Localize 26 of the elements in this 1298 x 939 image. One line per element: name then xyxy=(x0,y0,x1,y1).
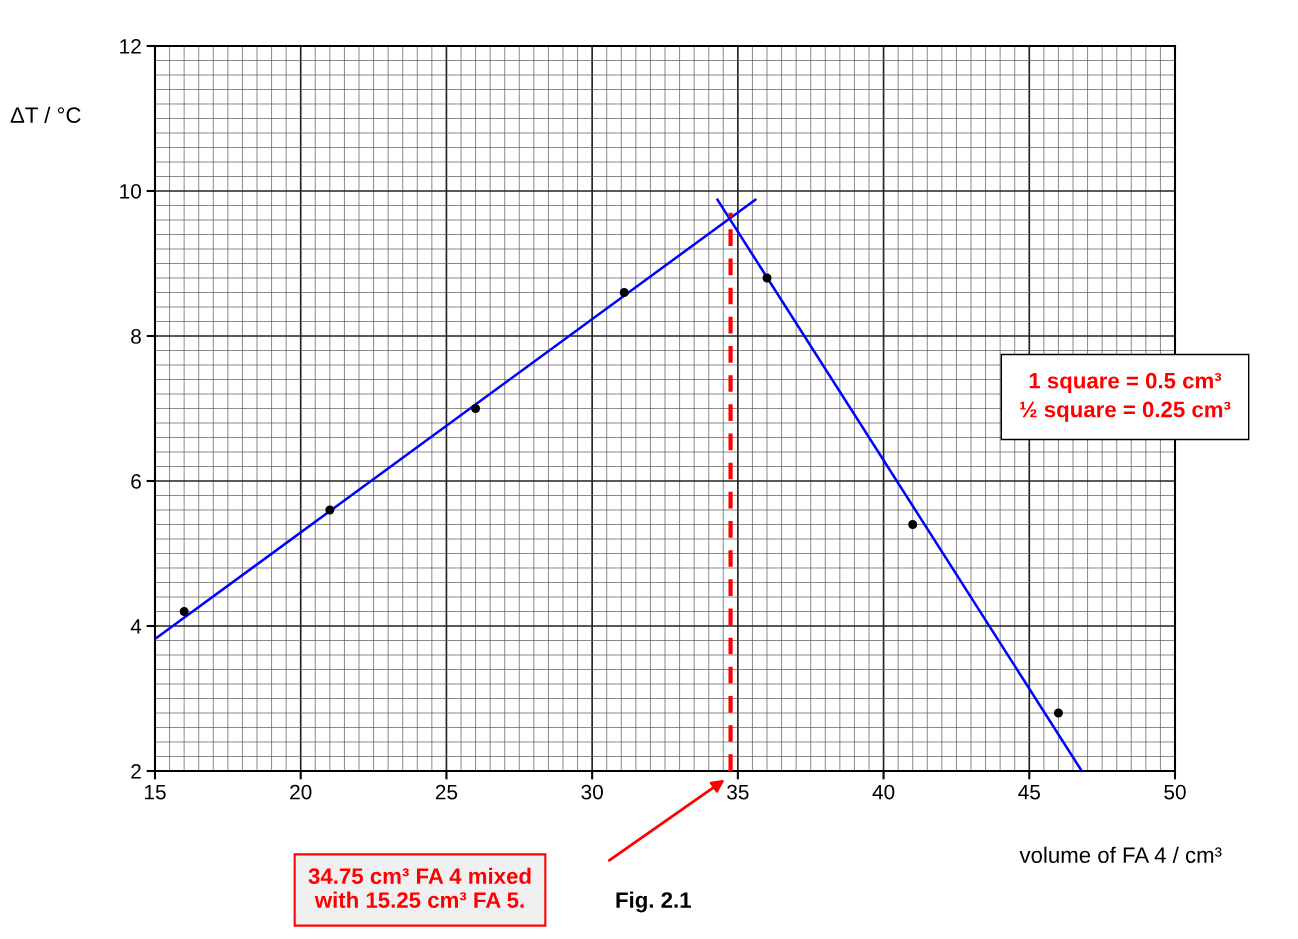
y-tick-label: 6 xyxy=(131,474,141,489)
y-tick-label: 10 xyxy=(120,184,141,199)
x-tick-label: 30 xyxy=(581,784,603,800)
point xyxy=(325,505,335,515)
x-tick-label: 35 xyxy=(727,784,749,800)
point xyxy=(619,288,629,297)
y-tick-label: 8 xyxy=(131,329,141,344)
x-tick-label: 45 xyxy=(1018,784,1040,800)
text: 34.75 cm³ FA 4 mixed with 15.25 cm³ FA 5. xyxy=(308,867,531,908)
x-tick-label: 40 xyxy=(872,784,895,800)
x-tick-label: 20 xyxy=(290,784,312,800)
x-tick-label: 25 xyxy=(435,784,458,800)
caption: Fig. 2.1 xyxy=(616,891,691,913)
point xyxy=(179,607,189,616)
point xyxy=(471,404,481,413)
point xyxy=(762,273,772,283)
point xyxy=(908,520,918,529)
annotation: 1 square = 0.5 cm³ ½ square = 0.25 cm³ xyxy=(1020,372,1231,422)
point xyxy=(1053,708,1063,718)
x-axis-title: volume of FA 4 / cm³ xyxy=(1019,846,1222,863)
x-tick-label: 15 xyxy=(145,784,166,800)
y-tick-label: 4 xyxy=(130,619,142,634)
y-tick-label: 2 xyxy=(131,764,141,779)
y-axis-title: ΔT / °C xyxy=(10,106,81,123)
y-tick-label: 12 xyxy=(120,39,141,54)
x-tick-label: 50 xyxy=(1164,784,1186,800)
